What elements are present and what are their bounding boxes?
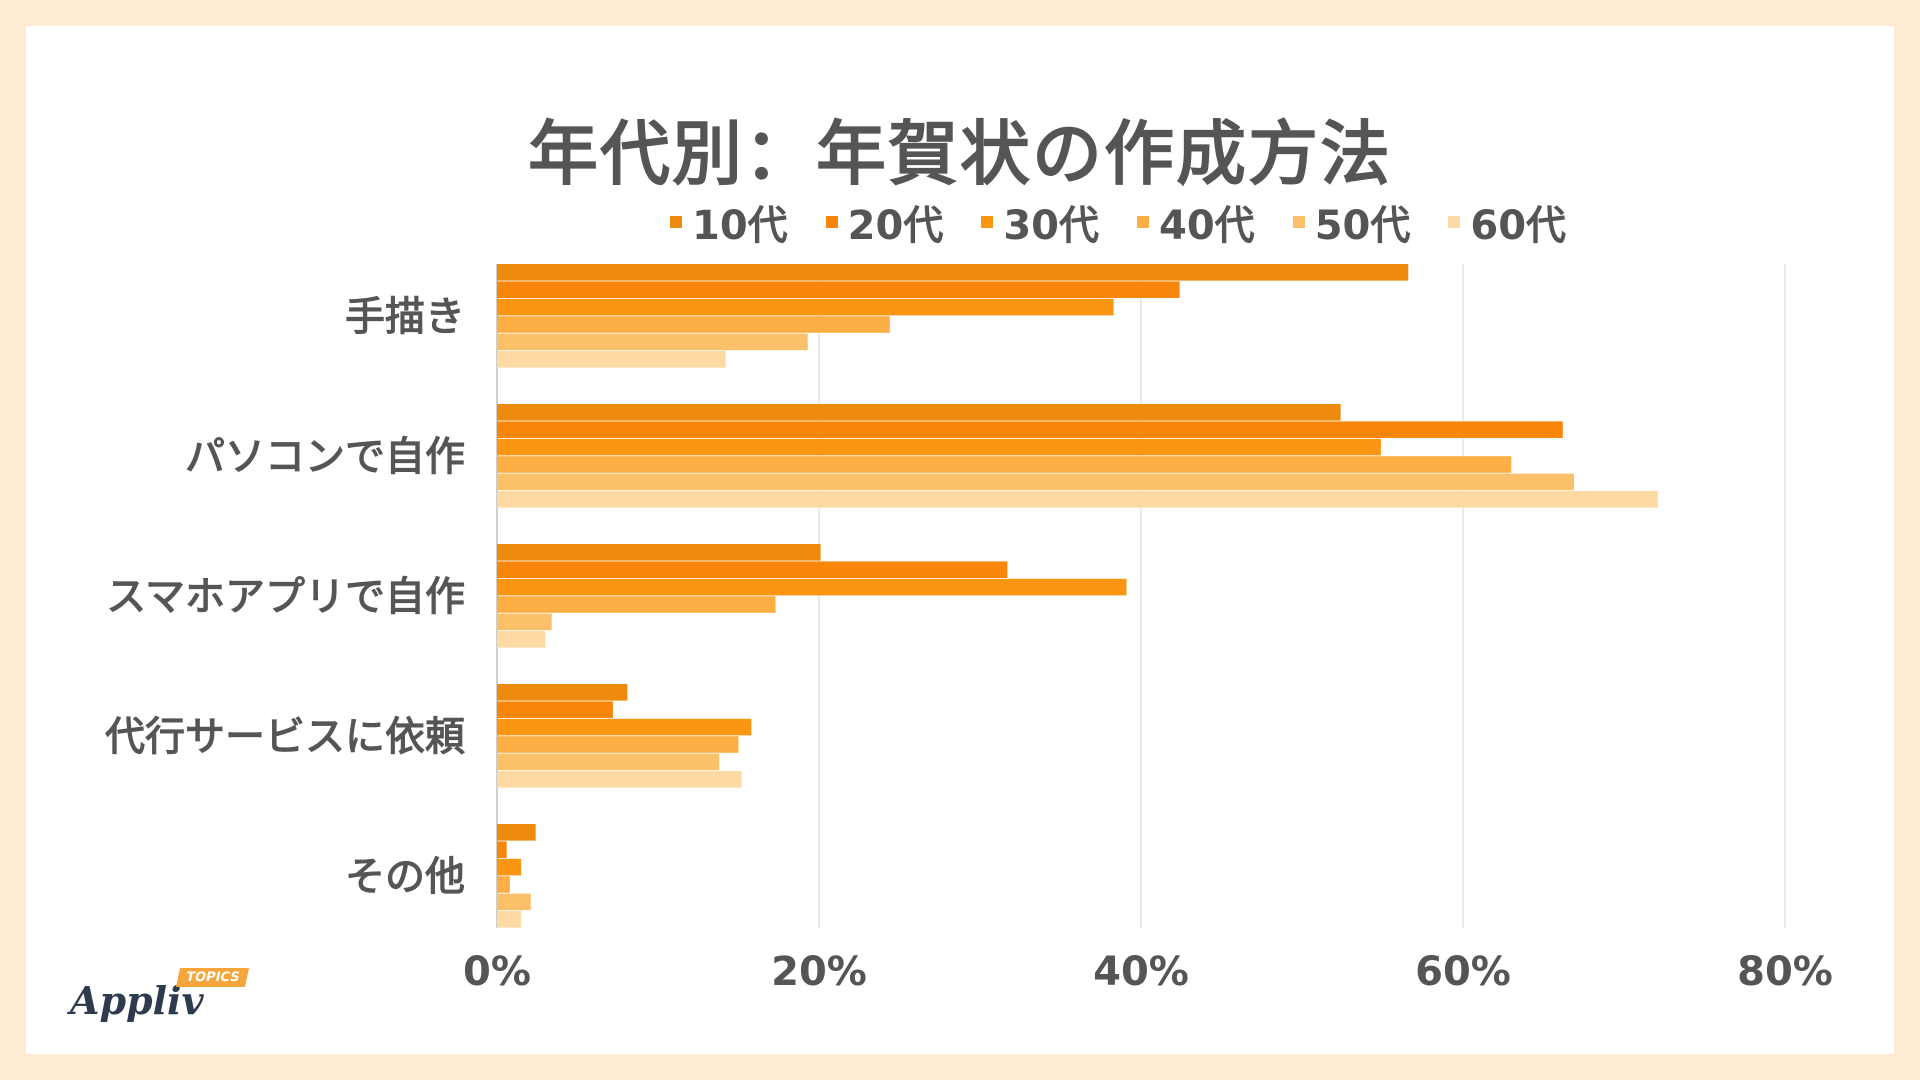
bar xyxy=(497,876,510,893)
bar xyxy=(497,298,1114,316)
legend-item-30s: 30代 xyxy=(981,193,1099,251)
bar xyxy=(497,684,628,701)
bar xyxy=(497,561,1008,578)
bar xyxy=(497,771,742,788)
x-tick-label: 20% xyxy=(771,949,867,995)
legend-item-20s: 20代 xyxy=(825,193,944,251)
category-label: その他 xyxy=(345,854,465,900)
x-tick-labels: 0% 20% 40% 60% 80% xyxy=(463,949,1833,995)
bar xyxy=(497,544,821,561)
legend-label: 30代 xyxy=(1003,203,1100,249)
bar xyxy=(497,333,808,351)
legend-item-10s: 10代 xyxy=(670,193,788,251)
bar xyxy=(497,824,536,841)
legend-swatch xyxy=(1448,216,1461,228)
bar xyxy=(497,841,507,858)
bar xyxy=(497,893,531,911)
legend-label: 50代 xyxy=(1314,203,1411,249)
bar xyxy=(497,718,752,736)
legend-swatch xyxy=(1137,216,1150,228)
bar xyxy=(497,631,546,648)
bar xyxy=(497,456,1512,473)
legend-swatch xyxy=(981,216,994,228)
chart-card xyxy=(26,26,1894,1054)
legend-swatch xyxy=(670,216,682,228)
x-tick-label: 80% xyxy=(1737,949,1833,995)
bar xyxy=(497,753,720,771)
bar xyxy=(497,264,1409,281)
category-label: 手描き xyxy=(345,294,465,340)
bar xyxy=(497,491,1658,508)
bar xyxy=(497,613,552,631)
bars xyxy=(497,264,1658,928)
legend: 10代 20代 30代 40代 50代 60代 xyxy=(670,198,1604,249)
category-label: スマホアプリで自作 xyxy=(106,574,465,620)
bar xyxy=(497,421,1563,438)
legend-swatch xyxy=(825,216,838,228)
bar xyxy=(497,578,1127,596)
bar xyxy=(497,736,739,753)
bar xyxy=(497,473,1575,491)
bar xyxy=(497,316,890,333)
logo-tag: TOPICS xyxy=(175,968,250,987)
legend-label: 60代 xyxy=(1470,203,1567,249)
chart-title: 年代別：年賀状の作成方法 xyxy=(528,113,1392,195)
x-tick-label: 0% xyxy=(463,949,531,995)
legend-label: 40代 xyxy=(1159,203,1255,249)
x-tick-label: 40% xyxy=(1093,949,1189,995)
legend-label: 20代 xyxy=(847,203,944,249)
bar xyxy=(497,281,1180,298)
bar xyxy=(497,438,1381,456)
category-label: パソコンで自作 xyxy=(185,434,465,480)
bar xyxy=(497,911,522,928)
bar xyxy=(497,404,1341,421)
gridlines xyxy=(496,264,1786,928)
appliv-logo: Appliv TOPICS xyxy=(70,968,260,1028)
legend-item-40s: 40代 xyxy=(1137,193,1255,251)
legend-item-60s: 60代 xyxy=(1448,193,1566,251)
legend-item-50s: 50代 xyxy=(1292,193,1411,251)
bar xyxy=(497,858,522,876)
bar xyxy=(497,596,776,613)
bar xyxy=(497,351,726,368)
bar xyxy=(497,701,613,718)
x-tick-label: 60% xyxy=(1415,949,1511,995)
category-label: 代行サービスに依頼 xyxy=(104,714,466,760)
legend-label: 10代 xyxy=(692,203,788,249)
legend-swatch xyxy=(1292,216,1305,228)
